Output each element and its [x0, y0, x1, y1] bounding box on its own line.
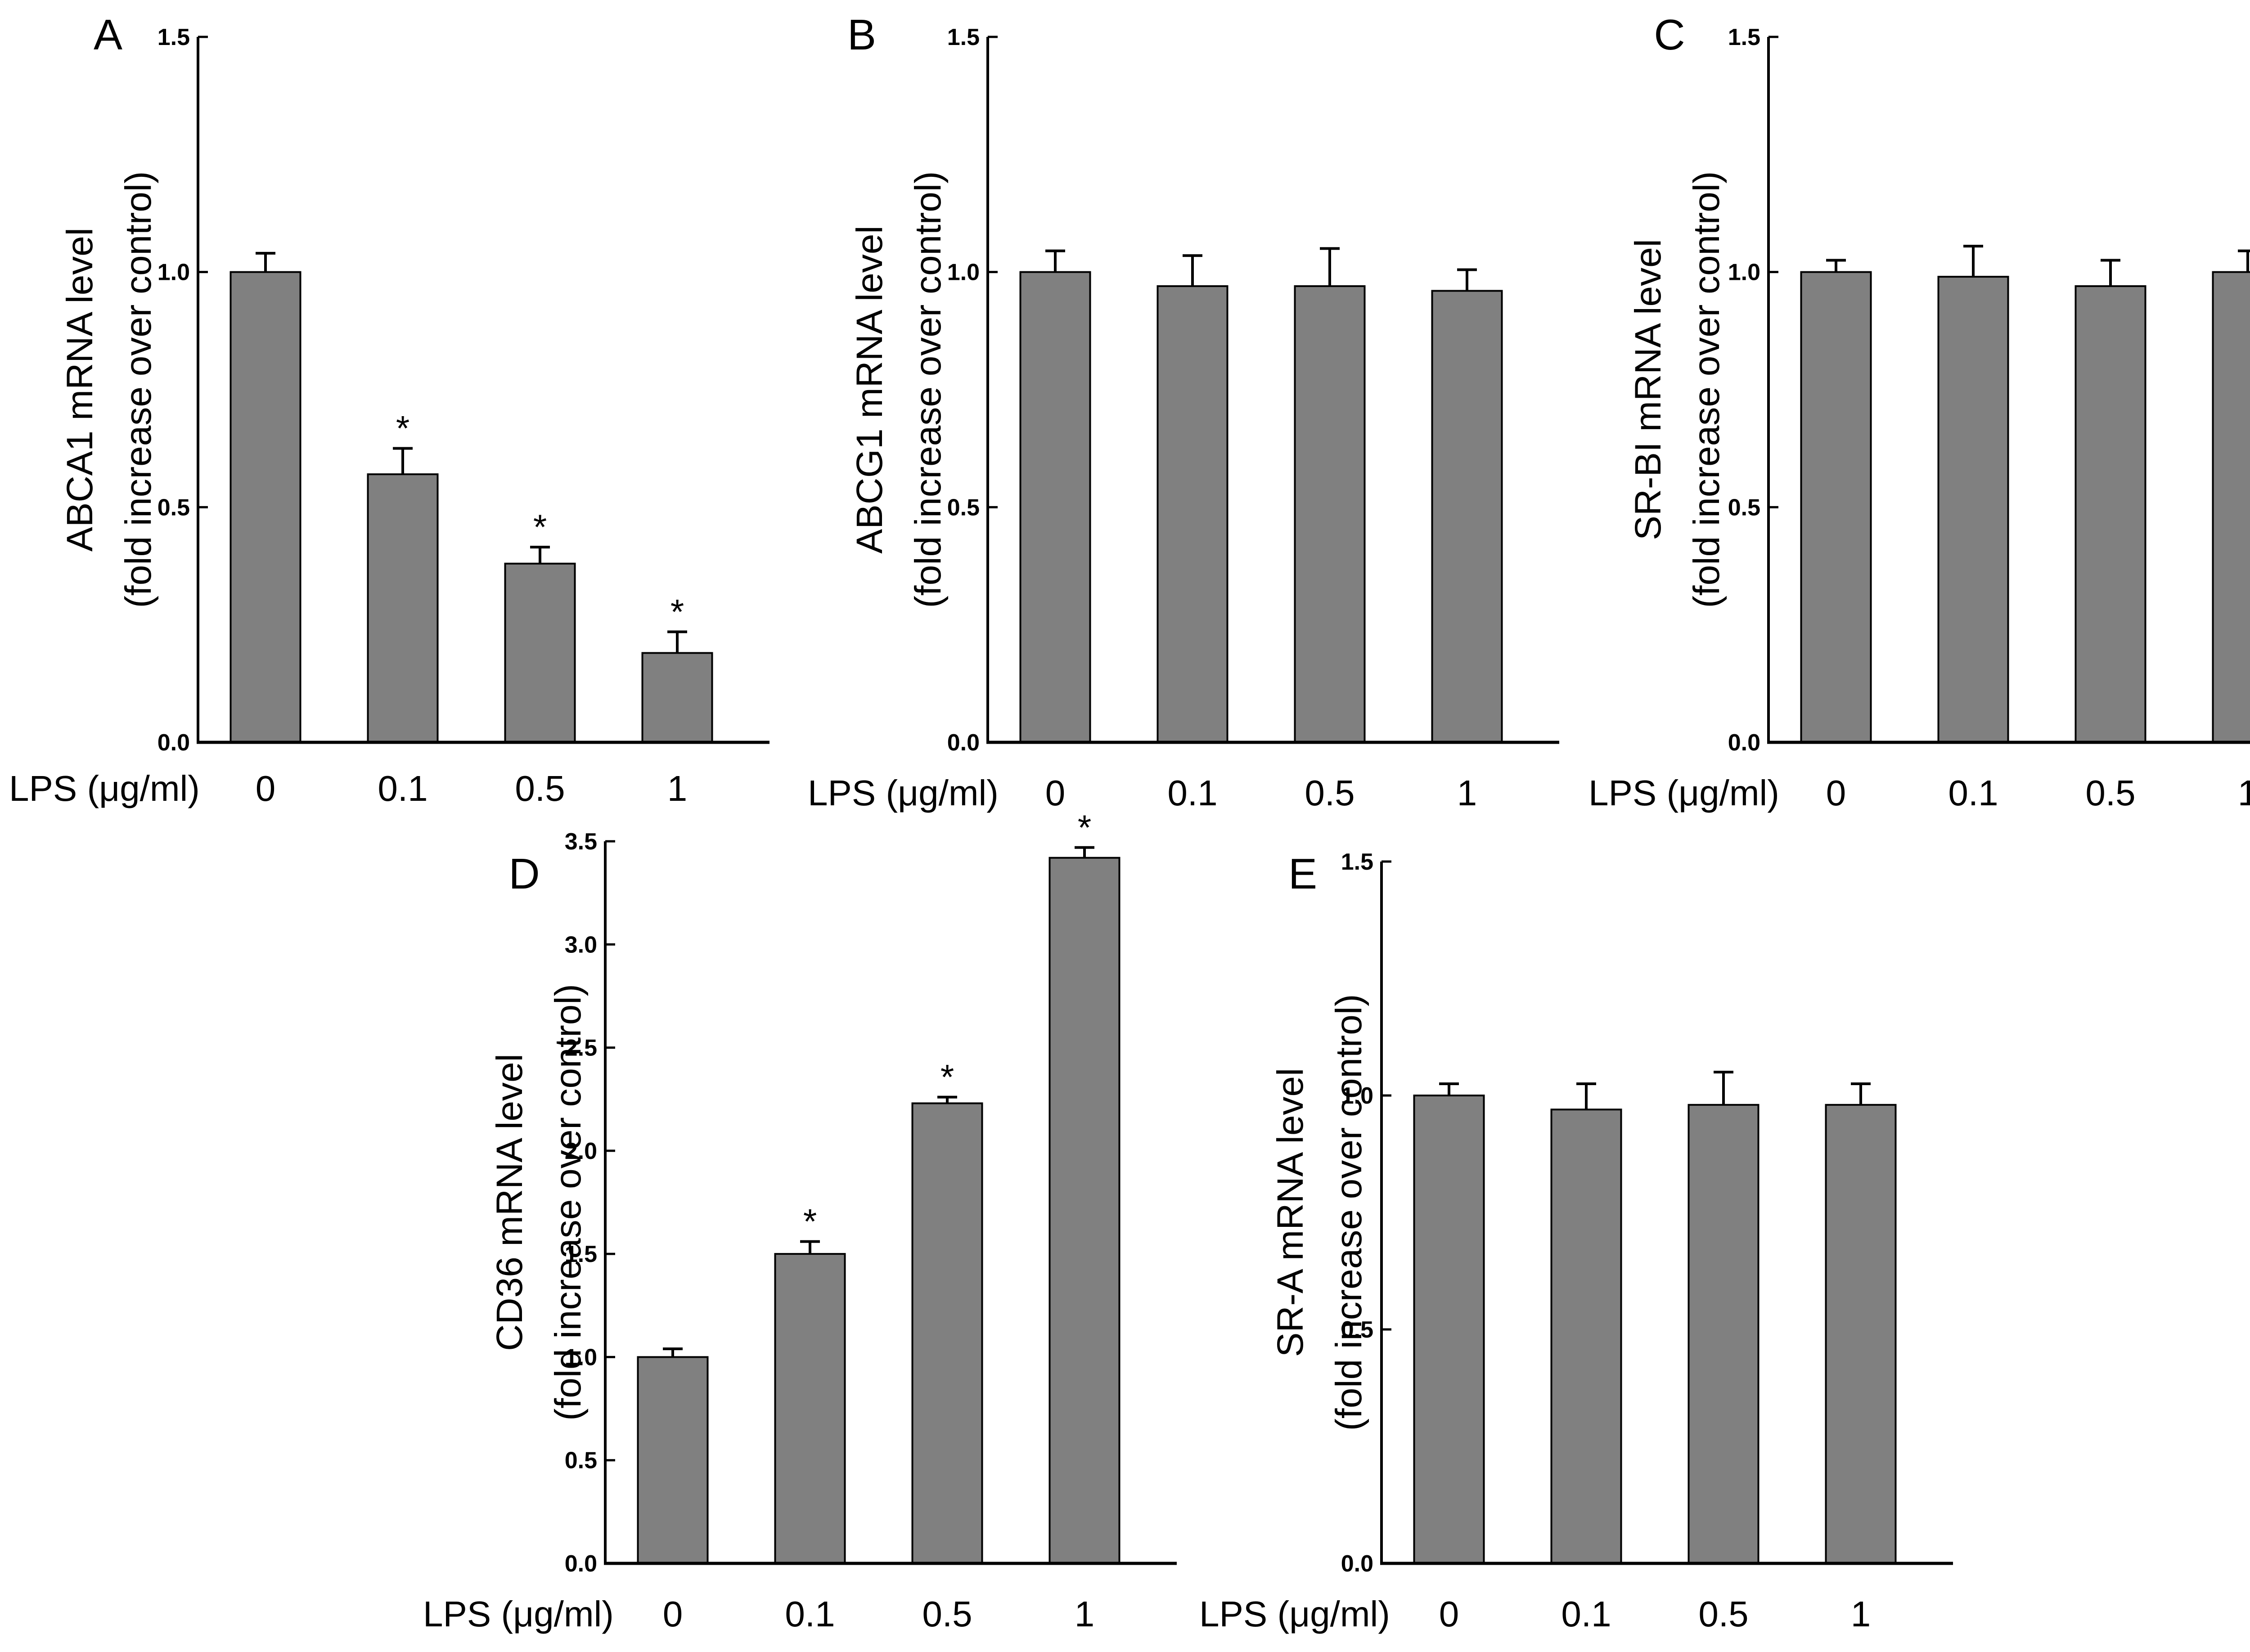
bar	[504, 562, 576, 743]
y-axis-label-sub: (fold increase over control)	[1328, 994, 1369, 1431]
category-label: 0	[1439, 1594, 1459, 1634]
x-axis-label: LPS (μg/ml)	[1588, 773, 1779, 813]
y-tick-label: 1.5	[947, 24, 980, 50]
category-label: 0.5	[515, 768, 565, 808]
y-tick-label: 1.5	[1728, 24, 1760, 50]
significance-marker: *	[533, 507, 547, 547]
y-tick-label: 1.0	[158, 260, 190, 286]
y-tick-label: 3.0	[565, 932, 597, 958]
chart-panel-a: 0 * 0.1 * 0.5 * 1 0.0 0.5 1.0 1.5 A ABCA1 mRNA level…	[9, 11, 770, 808]
significance-marker: *	[803, 1202, 817, 1241]
y-tick-label: 0.0	[565, 1551, 597, 1577]
chart-panel-b: 0 0.1 0.5 1 0.0 0.5 1.0 1.5 B ABCG1 mRNA level (fo…	[808, 11, 1559, 813]
significance-marker: *	[940, 1057, 954, 1097]
bar	[2074, 285, 2146, 743]
bar	[641, 652, 713, 744]
chart-panel-e: 0 0.1 0.5 1 0.0 0.5 1.0 1.5 E SR-A mRNA level (fol…	[1199, 849, 1953, 1634]
panel-label: C	[1654, 11, 1685, 59]
category-label: 0.1	[785, 1594, 835, 1634]
y-tick-label: 1.5	[1341, 849, 1373, 875]
category-label: 1	[1457, 773, 1477, 813]
y-tick-label: 0.5	[1728, 494, 1760, 521]
y-axis-label-sub: (fold increase over control)	[908, 171, 949, 608]
y-tick-label: 2.5	[565, 1035, 597, 1061]
y-tick-label: 0.0	[1728, 730, 1760, 756]
category-label: 0.5	[2085, 773, 2135, 813]
y-axis-label: SR-BI mRNA level	[1628, 239, 1669, 540]
y-tick-label: 1.0	[565, 1344, 597, 1370]
category-label: 1	[2238, 773, 2250, 813]
category-label: 0	[256, 768, 276, 808]
bar	[1048, 857, 1120, 1564]
y-tick-label: 1.0	[1341, 1083, 1373, 1109]
category-label: 1	[1851, 1594, 1871, 1634]
y-axis-label: ABCG1 mRNA level	[849, 225, 890, 553]
x-axis-label: LPS (μg/ml)	[1199, 1594, 1390, 1634]
chart-panel-c: 0 0.1 0.5 1 0.0 0.5 1.0 1.5 C SR-BI mRNA level (fo…	[1588, 11, 2250, 813]
bar	[1937, 276, 2009, 743]
bar	[1413, 1095, 1485, 1564]
bar	[1156, 285, 1228, 743]
category-label: 1	[667, 768, 688, 808]
category-label: 0	[663, 1594, 683, 1634]
panel-label: A	[94, 11, 122, 59]
y-axis-label: SR-A mRNA level	[1270, 1068, 1311, 1357]
y-tick-label: 0.0	[1341, 1551, 1373, 1577]
significance-marker: *	[1078, 808, 1091, 847]
y-tick-label: 3.5	[565, 829, 597, 855]
category-label: 0.1	[1167, 773, 1217, 813]
bar	[367, 473, 439, 744]
bar	[1019, 271, 1091, 744]
y-tick-label: 1.0	[1728, 260, 1760, 286]
bar	[774, 1253, 846, 1564]
category-label: 0.5	[922, 1594, 972, 1634]
category-label: 0	[1045, 773, 1066, 813]
category-label: 1	[1075, 1594, 1095, 1634]
y-axis-label-sub: (fold increase over control)	[1686, 171, 1727, 608]
category-label: 0.1	[378, 768, 428, 808]
y-tick-label: 0.5	[947, 494, 980, 521]
x-axis-label: LPS (μg/ml)	[9, 768, 200, 808]
y-tick-label: 0.5	[158, 494, 190, 521]
y-axis-label-sub: (fold increase over control)	[118, 171, 159, 608]
bar	[1431, 290, 1503, 743]
chart-panel-d: 0 * 0.1 * 0.5 * 1 0.0 0.5 1.0 1.5 2.0 2.5 3.0 3.5 D CD36…	[423, 808, 1177, 1634]
bar	[1550, 1109, 1622, 1564]
panel-label: D	[508, 850, 540, 898]
panel-label: B	[847, 11, 876, 59]
category-label: 0.1	[1948, 773, 1998, 813]
bar	[1294, 285, 1366, 743]
category-label: 0.5	[1698, 1594, 1748, 1634]
y-tick-label: 0.5	[565, 1448, 597, 1474]
category-label: 0.1	[1561, 1594, 1611, 1634]
x-axis-label: LPS (μg/ml)	[808, 773, 999, 813]
bar	[1825, 1104, 1897, 1565]
y-tick-label: 1.0	[947, 260, 980, 286]
category-label: 0	[1826, 773, 1846, 813]
significance-marker: *	[670, 592, 684, 631]
bar	[637, 1356, 709, 1564]
x-axis-label: LPS (μg/ml)	[423, 1594, 614, 1634]
significance-marker: *	[396, 409, 410, 448]
panel-label: E	[1288, 850, 1317, 898]
bar	[230, 271, 302, 744]
y-tick-label: 1.5	[158, 24, 190, 50]
y-axis-label: CD36 mRNA level	[489, 1054, 530, 1351]
y-tick-label: 0.0	[158, 730, 190, 756]
bar	[2212, 271, 2250, 744]
y-axis-label-sub: (fold increase over control)	[548, 984, 589, 1421]
y-tick-label: 0.0	[947, 730, 980, 756]
y-tick-label: 1.5	[565, 1241, 597, 1267]
category-label: 0.5	[1305, 773, 1354, 813]
bar	[1688, 1104, 1760, 1565]
bar	[1800, 271, 1872, 744]
y-tick-label: 0.5	[1341, 1317, 1373, 1343]
y-tick-label: 2.0	[565, 1138, 597, 1164]
y-axis-label: ABCA1 mRNA level	[59, 228, 100, 552]
bar	[911, 1102, 983, 1564]
